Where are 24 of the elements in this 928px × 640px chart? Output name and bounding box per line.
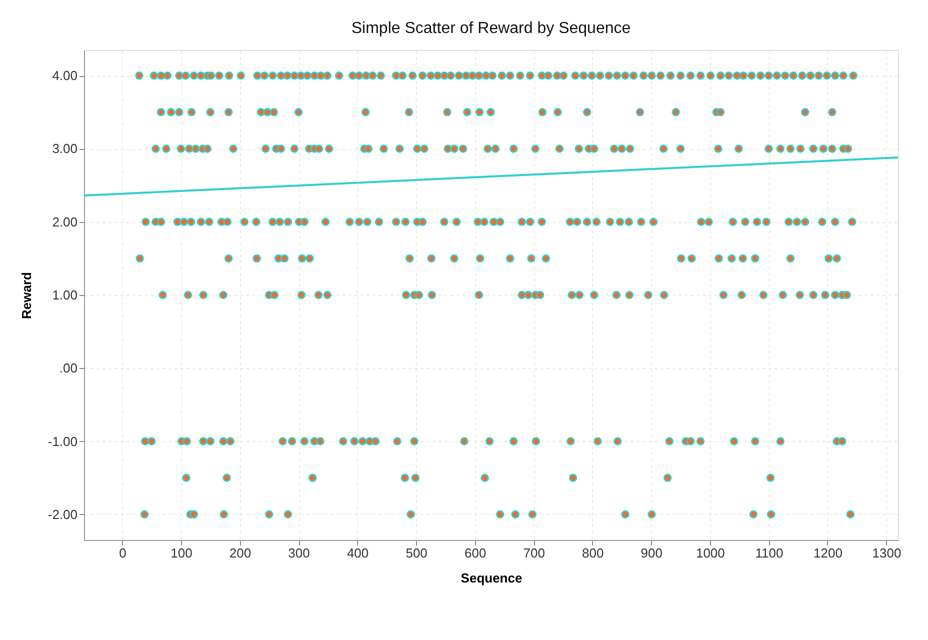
x-tick-label: 300 <box>288 546 310 560</box>
x-axis-title: Sequence <box>460 570 522 586</box>
x-tick-label: 1000 <box>696 546 725 560</box>
y-axis-title: Reward <box>18 272 34 319</box>
x-tick-label: 900 <box>640 546 663 560</box>
x-tick-label: 200 <box>229 546 252 560</box>
x-tick-label: 500 <box>406 546 428 560</box>
x-tick-label: 1100 <box>755 546 784 560</box>
y-tick-label: -1.00 <box>48 434 78 449</box>
y-tick-label: .00 <box>59 360 78 376</box>
x-tick-label: 100 <box>170 546 192 560</box>
x-tick-label: 0 <box>119 546 126 560</box>
y-tick-label: 1.00 <box>52 288 78 302</box>
y-tick-label: -2.00 <box>48 506 78 522</box>
y-tick-label: 4.00 <box>52 68 78 84</box>
chart-title: Simple Scatter of Reward by Sequence <box>351 20 631 37</box>
x-tick-label: 600 <box>464 546 486 560</box>
x-tick-label: 800 <box>582 546 604 560</box>
x-tick-label: 700 <box>523 546 545 560</box>
x-tick-label: 400 <box>346 546 369 560</box>
x-tick-label: 1300 <box>872 546 902 560</box>
x-tick-label: 1200 <box>814 546 842 560</box>
y-tick-label: 3.00 <box>52 141 78 156</box>
y-tick-label: 2.00 <box>52 214 78 230</box>
